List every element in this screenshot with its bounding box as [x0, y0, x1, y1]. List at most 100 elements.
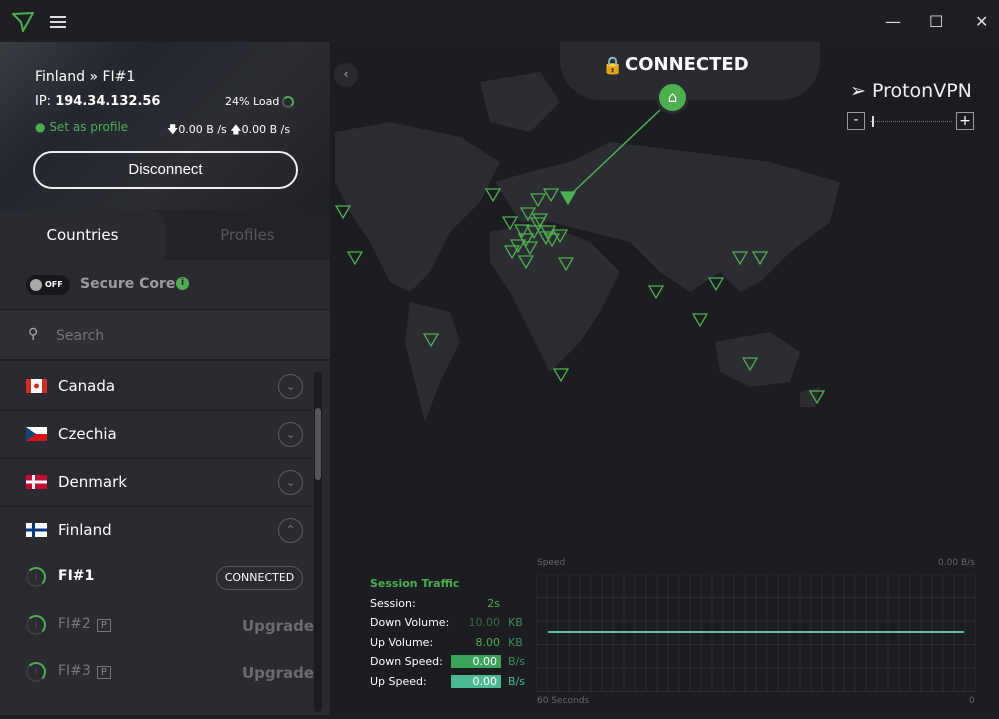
server-load-ring-icon[interactable]: i [26, 615, 46, 635]
server-marker-icon[interactable] [503, 245, 521, 260]
server-marker-icon[interactable] [542, 188, 560, 203]
server-row[interactable]: i FI#3 P Upgrade [0, 649, 315, 696]
server-marker-icon[interactable] [731, 251, 749, 266]
server-row[interactable]: i FI#2 P Upgrade [0, 602, 315, 649]
server-marker-icon[interactable] [513, 224, 531, 239]
graph-x-end: 0 [969, 696, 975, 706]
country-row-finland[interactable]: Finland ⌃ [0, 507, 312, 555]
upgrade-button[interactable]: Upgrade [242, 664, 315, 682]
collapse-sidebar-button[interactable]: ‹ [334, 63, 358, 87]
chevron-up-icon[interactable]: ⌃ [278, 518, 303, 543]
scrollbar-thumb[interactable] [315, 408, 321, 480]
server-marker-icon[interactable] [647, 285, 665, 300]
server-marker-icon[interactable] [484, 188, 502, 203]
maximize-button[interactable]: ☐ [929, 12, 944, 31]
protonvpn-brand: ➢ ProtonVPN [850, 80, 972, 102]
disconnect-button[interactable]: Disconnect [33, 151, 298, 189]
server-marker-icon[interactable] [751, 251, 769, 266]
server-marker-icon[interactable] [346, 251, 364, 266]
upload-rate: 0.00 B /s [241, 123, 291, 136]
server-marker-icon[interactable] [741, 357, 759, 372]
ip-address: 194.34.132.56 [55, 94, 161, 109]
download-arrow-icon: 🡇 [167, 123, 179, 136]
server-marker-icon[interactable] [517, 255, 535, 270]
server-marker-icon[interactable] [334, 205, 352, 220]
canada-flag-icon [26, 379, 47, 393]
download-rate: 0.00 B /s [178, 123, 227, 136]
home-icon[interactable]: ⌂ [656, 81, 689, 114]
stat-label: Down Volume: [370, 616, 450, 630]
set-as-profile-label: Set as profile [49, 120, 129, 134]
server-load-ring-icon[interactable]: i [26, 567, 46, 587]
server-marker-icon[interactable] [519, 207, 537, 222]
upgrade-button[interactable]: Upgrade [242, 617, 315, 635]
scrollbar[interactable] [314, 372, 322, 712]
server-marker-icon[interactable] [691, 313, 709, 328]
graph-max-value: 0.00 [938, 558, 959, 568]
czechia-flag-icon [26, 427, 47, 441]
zoom-out-button[interactable]: - [847, 112, 865, 130]
server-marker-icon[interactable] [537, 231, 555, 246]
down-speed-value: 0.00 [451, 655, 501, 669]
chevron-down-icon[interactable]: ⌄ [278, 422, 303, 447]
secure-core-toggle[interactable]: OFF [26, 275, 70, 295]
connection-line [567, 109, 661, 198]
menu-icon[interactable] [50, 16, 66, 28]
close-button[interactable]: ✕ [975, 12, 989, 31]
zoom-in-button[interactable]: + [956, 112, 974, 130]
tab-countries[interactable]: Countries [0, 210, 165, 260]
zoom-slider-thumb[interactable] [872, 116, 874, 127]
server-markers [334, 109, 826, 405]
stat-unit: B/s [508, 655, 525, 669]
country-name: Czechia [58, 425, 117, 443]
lock-icon: 🔒 [602, 56, 624, 76]
search-input[interactable] [56, 323, 306, 349]
stat-value: 2s [487, 596, 500, 610]
server-row[interactable]: i FI#1 CONNECTED [0, 554, 312, 601]
tab-profiles[interactable]: Profiles [220, 226, 275, 244]
server-marker-icon[interactable] [529, 193, 547, 208]
connected-server-marker-icon[interactable] [559, 191, 577, 206]
server-marker-icon[interactable] [521, 241, 539, 256]
map-pin-icon: ● [35, 120, 46, 134]
server-marker-icon[interactable] [557, 257, 575, 272]
search-bar: ⚲ [0, 311, 330, 361]
speed-graph [536, 574, 976, 692]
minimize-button[interactable]: — [885, 12, 901, 31]
server-marker-icon[interactable] [552, 368, 570, 383]
server-marker-icon[interactable] [501, 216, 519, 231]
secure-core-label: Secure Core [80, 276, 176, 292]
stat-label: Up Speed: [370, 674, 427, 688]
server-load-ring-icon[interactable]: i [26, 662, 46, 682]
country-row-czechia[interactable]: Czechia ⌄ [0, 411, 312, 459]
protonvpn-logo-icon: ➢ [850, 80, 866, 102]
server-marker-icon[interactable] [551, 229, 569, 244]
stat-label: Up Volume: [370, 635, 434, 649]
up-speed-value: 0.00 [451, 674, 501, 688]
country-name: Finland [58, 521, 112, 539]
server-marker-icon[interactable] [531, 213, 549, 228]
server-marker-icon[interactable] [422, 333, 440, 348]
country-row-denmark[interactable]: Denmark ⌄ [0, 459, 312, 507]
chevron-down-icon[interactable]: ⌄ [278, 470, 303, 495]
connection-status: CONNECTED [625, 54, 749, 75]
load-ring-icon [282, 96, 294, 108]
upload-arrow-icon: 🡅 [230, 123, 242, 136]
map-continents [335, 72, 840, 422]
finland-flag-icon [26, 523, 47, 537]
set-as-profile-link[interactable]: ● Set as profile [35, 120, 128, 134]
protonvpn-logo-icon [12, 12, 34, 32]
info-icon[interactable]: i [176, 277, 189, 290]
title-bar: — ☐ ✕ [0, 0, 999, 42]
search-icon: ⚲ [28, 326, 39, 342]
server-marker-icon[interactable] [525, 225, 543, 240]
zoom-slider[interactable] [870, 116, 952, 127]
server-marker-icon[interactable] [808, 390, 826, 405]
server-name: FI#1 [58, 568, 95, 584]
denmark-flag-icon [26, 475, 47, 489]
server-marker-icon[interactable] [707, 277, 725, 292]
connected-badge[interactable]: CONNECTED [216, 566, 303, 590]
country-row-canada[interactable]: Canada ⌄ [0, 363, 312, 411]
server-load: 24% Load [225, 95, 280, 108]
chevron-down-icon[interactable]: ⌄ [278, 374, 303, 399]
